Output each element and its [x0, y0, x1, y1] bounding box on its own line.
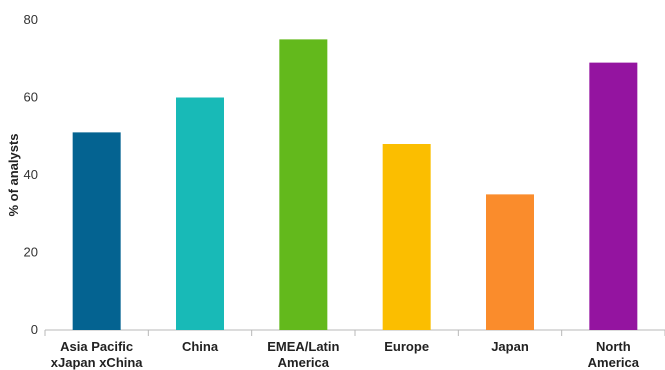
y-axis-title: % of analysts [6, 133, 21, 216]
bar [486, 194, 534, 330]
bar [72, 132, 121, 330]
y-tick-label: 80 [24, 12, 38, 27]
bar [279, 39, 328, 330]
x-tick-label: China [182, 339, 219, 354]
x-tick-label: Europe [384, 339, 429, 354]
x-tick-label: North America [588, 339, 640, 370]
bar [176, 97, 224, 330]
y-tick-label: 40 [24, 167, 38, 182]
bars [72, 39, 638, 330]
bar [589, 62, 638, 330]
y-tick-label: 60 [24, 90, 38, 105]
y-tick-label: 20 [24, 245, 38, 260]
x-tick-label: Japan [491, 339, 529, 354]
y-tick-label: 0 [31, 322, 38, 337]
bar [382, 144, 431, 330]
x-tick-label: Asia Pacific xJapan xChina [51, 339, 144, 370]
axes [44, 329, 665, 336]
x-tick-label: EMEA/Latin America [267, 339, 339, 370]
labels: 0 20 40 60 80 % of analysts Asia Pacific xJapan… [6, 12, 640, 370]
